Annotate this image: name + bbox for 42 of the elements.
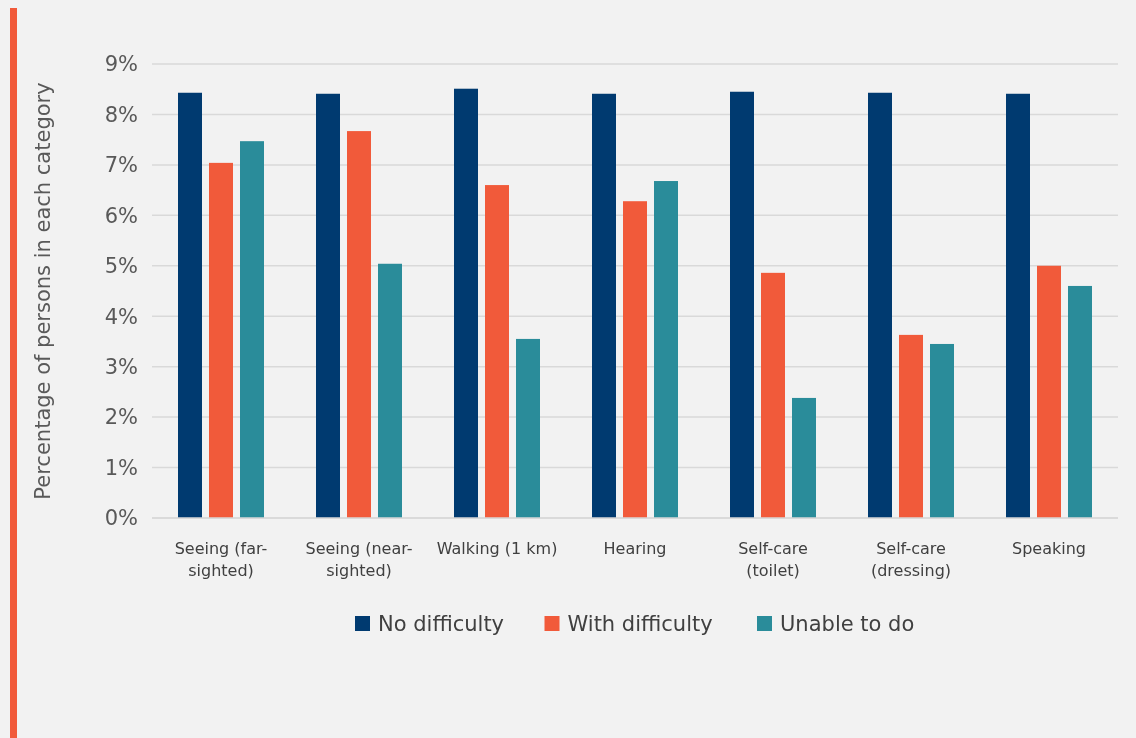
bar xyxy=(316,93,340,518)
bar xyxy=(178,92,202,518)
bar xyxy=(240,141,264,518)
legend-label: No difficulty xyxy=(378,612,505,637)
bar xyxy=(347,131,371,518)
y-tick-label: 6% xyxy=(104,203,138,228)
x-tick-label: Walking (1 km) xyxy=(436,539,558,558)
y-axis-title: Percentage of persons in each category xyxy=(31,82,55,500)
bar xyxy=(930,343,954,518)
y-tick-label: 0% xyxy=(104,506,138,531)
x-tick-label: Self-care (dressing) xyxy=(870,539,952,580)
bar xyxy=(868,92,892,518)
bar xyxy=(1068,285,1092,518)
x-tick-label: Seeing (far-sighted) xyxy=(174,539,268,580)
legend-label: Unable to do xyxy=(780,612,915,637)
bar xyxy=(378,263,402,518)
y-tick-label: 1% xyxy=(104,455,138,480)
y-tick-label: 8% xyxy=(104,102,138,127)
bar xyxy=(485,185,509,518)
x-tick-label: Speaking xyxy=(1012,539,1086,558)
bar xyxy=(654,181,678,518)
bar xyxy=(1037,265,1061,518)
x-tick-label: Hearing xyxy=(603,539,667,558)
bar xyxy=(454,88,478,518)
bar xyxy=(730,91,754,518)
bar xyxy=(592,93,616,518)
y-tick-label: 7% xyxy=(104,153,138,178)
bar xyxy=(516,338,540,518)
bar xyxy=(899,334,923,518)
bar xyxy=(761,272,785,518)
y-tick-label: 2% xyxy=(104,405,138,430)
x-tick-label: Seeing (near-sighted) xyxy=(305,539,413,580)
bar xyxy=(623,201,647,518)
bar xyxy=(209,162,233,518)
bar xyxy=(1006,93,1030,518)
y-tick-label: 9% xyxy=(104,52,138,77)
legend-label: With difficulty xyxy=(567,612,713,637)
bar xyxy=(792,397,816,518)
y-tick-label: 4% xyxy=(104,304,138,329)
y-tick-label: 5% xyxy=(104,254,138,279)
y-tick-label: 3% xyxy=(104,355,138,380)
x-tick-label: Self-care (toilet) xyxy=(738,539,808,580)
